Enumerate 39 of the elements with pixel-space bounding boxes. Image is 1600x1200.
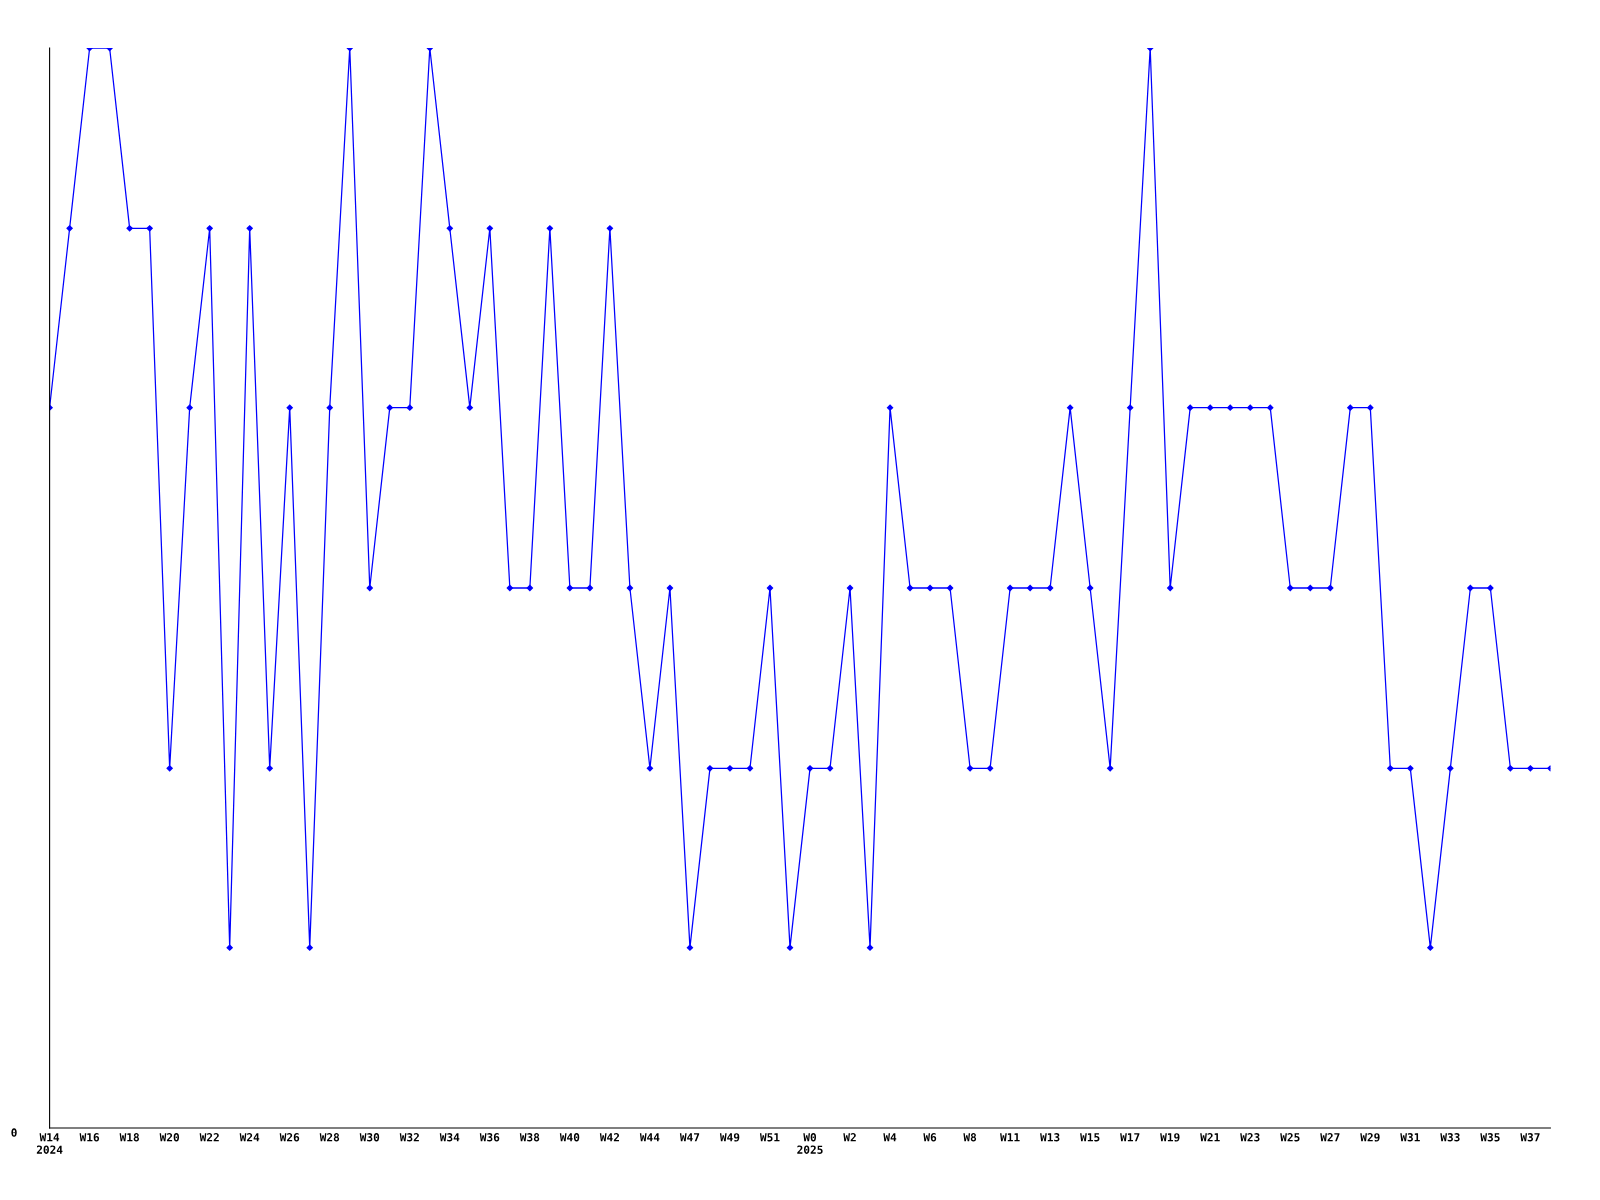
x-tick-label: W40 bbox=[559, 1133, 580, 1142]
x-tick-label: W51 bbox=[759, 1133, 780, 1142]
x-tick-label: W13 bbox=[1040, 1133, 1060, 1142]
x-tick-label: W6 bbox=[923, 1133, 937, 1142]
x-tick-label: W0 2025 bbox=[797, 1133, 823, 1154]
x-tick-label: W42 bbox=[599, 1133, 620, 1142]
x-tick-label: W36 bbox=[479, 1133, 500, 1142]
x-tick-label: W49 bbox=[719, 1133, 740, 1142]
x-tick-label: W47 bbox=[679, 1133, 700, 1142]
x-tick-label: W21 bbox=[1200, 1133, 1220, 1142]
x-tick-label: W8 bbox=[963, 1133, 977, 1142]
x-tick-label: W24 bbox=[239, 1133, 260, 1142]
x-tick-label: W15 bbox=[1080, 1133, 1100, 1142]
x-tick-label: W31 bbox=[1400, 1133, 1420, 1142]
x-tick-label: W16 bbox=[79, 1133, 100, 1142]
x-tick-label: W25 bbox=[1280, 1133, 1300, 1142]
x-tick-label: W23 bbox=[1240, 1133, 1260, 1142]
x-tick-label: W44 bbox=[639, 1133, 660, 1142]
x-tick-label: W26 bbox=[279, 1133, 300, 1142]
x-tick-label: W38 bbox=[519, 1133, 540, 1142]
x-tick-label: W20 bbox=[159, 1133, 180, 1142]
x-tick-label: W28 bbox=[319, 1133, 340, 1142]
x-tick-label: W27 bbox=[1320, 1133, 1340, 1142]
x-tick-label: W37 bbox=[1520, 1133, 1540, 1142]
text: 0 bbox=[11, 1128, 17, 1137]
x-tick-label: W4 bbox=[883, 1133, 897, 1142]
x-tick-label: W30 bbox=[359, 1133, 380, 1142]
x-tick-label: W29 bbox=[1360, 1133, 1380, 1142]
x-tick-label: W17 bbox=[1120, 1133, 1140, 1142]
x-tick-label: W18 bbox=[119, 1133, 139, 1142]
x-tick-label: W14 2024 bbox=[36, 1133, 63, 1154]
x-tick-label: W33 bbox=[1440, 1133, 1460, 1142]
x-tick-label: W11 bbox=[1000, 1133, 1020, 1142]
x-tick-label: W2 bbox=[843, 1133, 856, 1142]
x-tick-label: W19 bbox=[1160, 1133, 1180, 1142]
x-tick-label: W35 bbox=[1480, 1133, 1500, 1142]
x-tick-label: W34 bbox=[439, 1133, 460, 1142]
x-tick-label: W32 bbox=[399, 1133, 419, 1142]
x-tick-label: W22 bbox=[199, 1133, 219, 1142]
